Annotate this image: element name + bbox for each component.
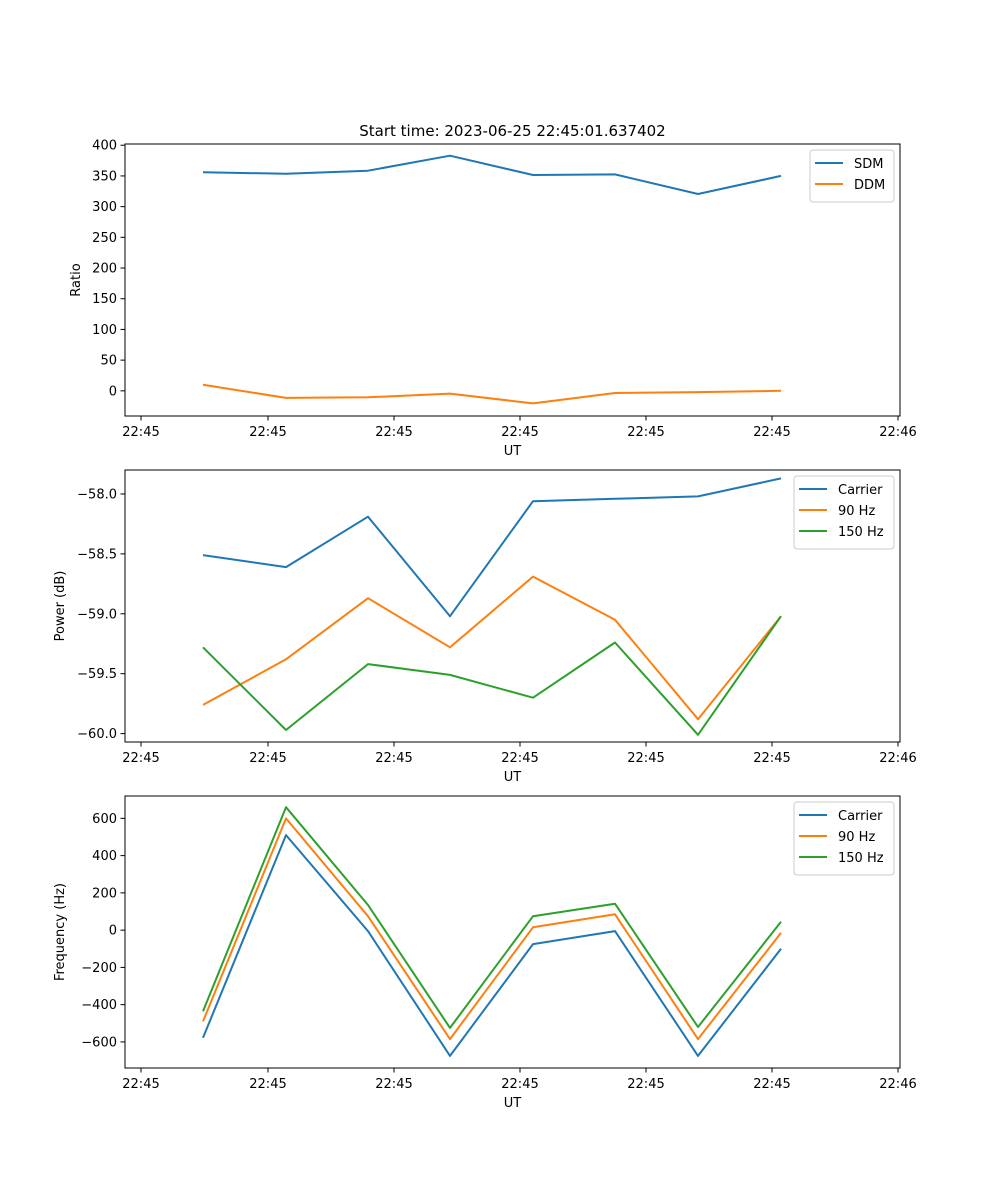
y-tick-label: 200 — [92, 262, 117, 277]
x-axis-label: UT — [504, 1096, 522, 1111]
y-tick-label: −59.0 — [77, 607, 117, 622]
legend: Carrier 90 Hz 150 Hz — [793, 801, 895, 876]
y-tick-label: 50 — [100, 354, 117, 369]
legend-label: 150 Hz — [838, 851, 884, 866]
series-line-carrier — [202, 477, 782, 618]
y-tick-label: 350 — [92, 169, 117, 184]
x-tick-label: 22:45 — [375, 1077, 412, 1092]
legend-label: 90 Hz — [838, 830, 875, 845]
x-tick-label: 22:45 — [753, 425, 790, 440]
y-tick-label: 400 — [92, 849, 117, 864]
legend-label: Carrier — [838, 809, 883, 824]
y-axis-label: Frequency (Hz) — [53, 883, 68, 981]
y-tick-label: 200 — [92, 886, 117, 901]
plot-frame — [124, 143, 901, 417]
legend-label: DDM — [854, 178, 885, 193]
x-tick-label: 22:45 — [375, 425, 412, 440]
y-tick-label: 400 — [92, 139, 117, 154]
x-tick-label: 22:45 — [249, 1077, 286, 1092]
x-tick-label: 22:45 — [753, 1077, 790, 1092]
y-tick-label: −200 — [81, 961, 117, 976]
y-tick-label: −400 — [81, 998, 117, 1013]
y-tick-label: −60.0 — [77, 727, 117, 742]
y-axis-label: Power (dB) — [53, 571, 68, 642]
series-line-150-hz — [202, 806, 782, 1029]
y-tick-label: 0 — [109, 924, 117, 939]
y-tick-label: 600 — [92, 812, 117, 827]
x-tick-label: 22:45 — [122, 1077, 159, 1092]
x-tick-label: 22:45 — [501, 751, 538, 766]
x-tick-label: 22:45 — [627, 751, 664, 766]
x-tick-label: 22:45 — [375, 751, 412, 766]
legend: Carrier 90 Hz 150 Hz — [793, 475, 895, 550]
series-line-sdm — [202, 154, 782, 195]
x-tick-label: 22:45 — [122, 751, 159, 766]
x-tick-label: 22:45 — [249, 425, 286, 440]
x-axis-label: UT — [504, 444, 522, 459]
y-axis-label: Ratio — [69, 263, 84, 296]
x-tick-label: 22:45 — [501, 425, 538, 440]
x-tick-label: 22:45 — [753, 751, 790, 766]
y-tick-label: 100 — [92, 323, 117, 338]
y-tick-label: −600 — [81, 1035, 117, 1050]
series-line-150-hz — [202, 615, 782, 736]
y-tick-label: −58.0 — [77, 487, 117, 502]
y-tick-label: 0 — [109, 384, 117, 399]
legend-label: Carrier — [838, 483, 883, 498]
x-tick-label: 22:46 — [879, 1077, 916, 1092]
series-line-carrier — [202, 834, 782, 1057]
figure-title: Start time: 2023-06-25 22:45:01.637402 — [359, 122, 665, 140]
x-tick-label: 22:46 — [879, 425, 916, 440]
y-tick-label: 300 — [92, 200, 117, 215]
x-tick-label: 22:45 — [501, 1077, 538, 1092]
series-line-90-hz — [202, 575, 782, 721]
legend-label: 90 Hz — [838, 504, 875, 519]
x-tick-label: 22:45 — [122, 425, 159, 440]
x-tick-label: 22:45 — [627, 425, 664, 440]
ratio-chart: 22:45 22:45 22:45 22:45 22:45 22:45 22:46 0 50 10… — [69, 139, 917, 459]
x-axis-label: UT — [504, 770, 522, 785]
legend-label: SDM — [854, 157, 883, 172]
y-tick-label: −59.5 — [77, 667, 117, 682]
x-tick-label: 22:45 — [249, 751, 286, 766]
series-line-ddm — [202, 383, 782, 405]
power-chart: 22:45 22:45 22:45 22:45 22:45 22:45 22:46 −60.0… — [53, 469, 917, 785]
y-tick-label: −58.5 — [77, 547, 117, 562]
legend: SDM DDM — [809, 149, 895, 203]
frequency-chart: 22:45 22:45 22:45 22:45 22:45 22:45 22:46 −600 −… — [53, 795, 917, 1111]
y-tick-label: 250 — [92, 231, 117, 246]
plot-frame — [124, 469, 901, 743]
plot-frame — [124, 795, 901, 1069]
y-tick-label: 150 — [92, 292, 117, 307]
series-line-90-hz — [202, 817, 782, 1041]
x-tick-label: 22:45 — [627, 1077, 664, 1092]
legend-label: 150 Hz — [838, 525, 884, 540]
x-tick-label: 22:46 — [879, 751, 916, 766]
